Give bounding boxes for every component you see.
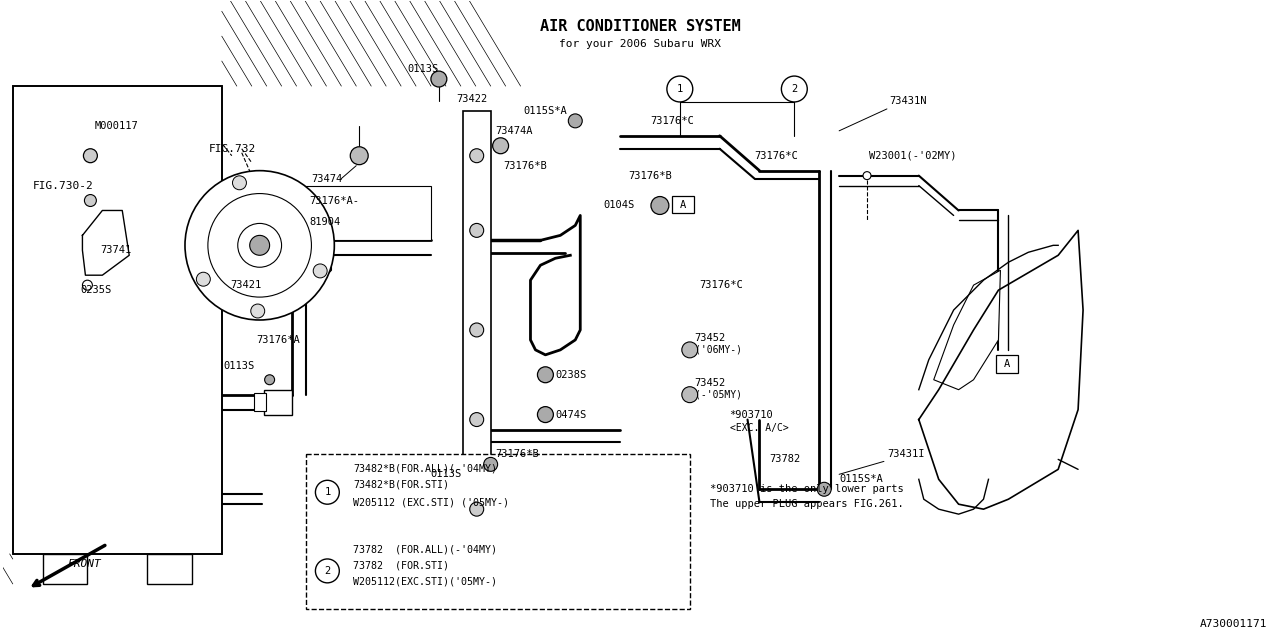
Circle shape <box>251 304 265 318</box>
Circle shape <box>538 367 553 383</box>
Circle shape <box>470 223 484 237</box>
Text: *903710: *903710 <box>730 410 773 420</box>
Circle shape <box>186 171 334 320</box>
Bar <box>253 393 266 411</box>
Text: 0113S: 0113S <box>430 469 462 479</box>
Text: A730001171: A730001171 <box>1199 619 1267 628</box>
Text: ('06MY-): ('06MY-) <box>695 345 742 355</box>
Bar <box>147 554 192 584</box>
Circle shape <box>315 559 339 583</box>
Circle shape <box>470 148 484 163</box>
Text: W23001(-'02MY): W23001(-'02MY) <box>869 150 956 161</box>
Circle shape <box>250 236 270 255</box>
Text: FIG.730-2: FIG.730-2 <box>33 180 93 191</box>
Circle shape <box>207 193 311 297</box>
Text: The upper PLUG appears FIG.261.: The upper PLUG appears FIG.261. <box>709 499 904 509</box>
Circle shape <box>568 114 582 128</box>
Polygon shape <box>933 270 1001 390</box>
Text: 2: 2 <box>324 566 330 576</box>
Circle shape <box>83 148 97 163</box>
Text: 73422: 73422 <box>456 94 488 104</box>
Bar <box>996 355 1019 372</box>
Text: (-'05MY): (-'05MY) <box>695 390 742 399</box>
Bar <box>13 86 221 554</box>
Text: 73431N: 73431N <box>888 96 927 106</box>
Text: 73176*C: 73176*C <box>754 150 799 161</box>
Text: 73482*B(FOR.STI): 73482*B(FOR.STI) <box>353 479 449 490</box>
Text: 73782: 73782 <box>769 454 801 465</box>
Bar <box>264 390 292 415</box>
Text: 73176*C: 73176*C <box>650 116 694 126</box>
Text: 73176*A-: 73176*A- <box>310 196 360 205</box>
Text: 73482*B(FOR.ALL)(-'04MY): 73482*B(FOR.ALL)(-'04MY) <box>353 463 497 474</box>
Text: 73421: 73421 <box>230 280 261 290</box>
Text: 0113S: 0113S <box>407 64 439 74</box>
Text: 0104S: 0104S <box>604 200 635 211</box>
Circle shape <box>682 387 698 403</box>
Text: A: A <box>680 200 686 209</box>
Circle shape <box>470 502 484 516</box>
Text: 0235S: 0235S <box>81 285 111 295</box>
Circle shape <box>196 272 210 286</box>
Text: 73782  (FOR.STI): 73782 (FOR.STI) <box>353 561 449 571</box>
Text: W205112(EXC.STI)('05MY-): W205112(EXC.STI)('05MY-) <box>353 577 497 587</box>
Circle shape <box>265 375 275 385</box>
Circle shape <box>781 76 808 102</box>
Text: FIG.732: FIG.732 <box>209 144 256 154</box>
Bar <box>302 186 431 241</box>
Bar <box>42 554 87 584</box>
Text: 73741: 73741 <box>100 245 132 255</box>
Circle shape <box>315 480 339 504</box>
Text: 73782  (FOR.ALL)(-'04MY): 73782 (FOR.ALL)(-'04MY) <box>353 544 497 554</box>
Circle shape <box>667 76 692 102</box>
Circle shape <box>233 176 247 190</box>
Text: FRONT: FRONT <box>68 559 101 569</box>
Text: W205112 (EXC.STI) ('05MY-): W205112 (EXC.STI) ('05MY-) <box>353 497 509 508</box>
Text: 0474S: 0474S <box>556 410 586 420</box>
Text: 73474: 73474 <box>311 173 343 184</box>
Circle shape <box>470 323 484 337</box>
Circle shape <box>238 223 282 268</box>
Circle shape <box>484 458 498 471</box>
Bar <box>306 454 690 609</box>
Circle shape <box>314 264 328 278</box>
Text: A: A <box>1005 359 1010 369</box>
Text: 0115S*A: 0115S*A <box>524 106 567 116</box>
Circle shape <box>682 342 698 358</box>
Circle shape <box>817 483 831 496</box>
Text: 73176*B: 73176*B <box>628 171 672 180</box>
Circle shape <box>863 172 870 180</box>
Text: 0238S: 0238S <box>556 370 586 380</box>
Text: 73176*A: 73176*A <box>257 335 301 345</box>
Circle shape <box>493 138 508 154</box>
Text: 73176*C: 73176*C <box>700 280 744 290</box>
Circle shape <box>351 147 369 164</box>
Text: for your 2006 Subaru WRX: for your 2006 Subaru WRX <box>559 39 721 49</box>
Text: 81904: 81904 <box>310 218 340 227</box>
Text: 0113S: 0113S <box>223 361 255 371</box>
Text: AIR CONDITIONER SYSTEM: AIR CONDITIONER SYSTEM <box>540 19 740 35</box>
Text: 73176*B: 73176*B <box>495 449 539 460</box>
Text: 2: 2 <box>791 84 797 94</box>
Circle shape <box>538 406 553 422</box>
Text: 73431I: 73431I <box>887 449 924 460</box>
Text: 73176*B: 73176*B <box>503 161 548 171</box>
Text: 73474A: 73474A <box>495 126 534 136</box>
Text: 0115S*A: 0115S*A <box>840 474 883 484</box>
Text: <EXC. A/C>: <EXC. A/C> <box>730 422 788 433</box>
Text: 1: 1 <box>677 84 684 94</box>
Text: *903710 is the only lower parts: *903710 is the only lower parts <box>709 484 904 494</box>
Text: M000117: M000117 <box>95 121 138 131</box>
Circle shape <box>84 195 96 207</box>
Bar <box>463 111 490 579</box>
Text: 73452: 73452 <box>695 378 726 388</box>
Circle shape <box>470 413 484 426</box>
Text: 73452: 73452 <box>695 333 726 343</box>
Text: 1: 1 <box>324 487 330 497</box>
Circle shape <box>82 280 92 290</box>
Circle shape <box>431 71 447 87</box>
Bar <box>13 86 221 554</box>
Circle shape <box>652 196 669 214</box>
Bar <box>672 196 694 214</box>
